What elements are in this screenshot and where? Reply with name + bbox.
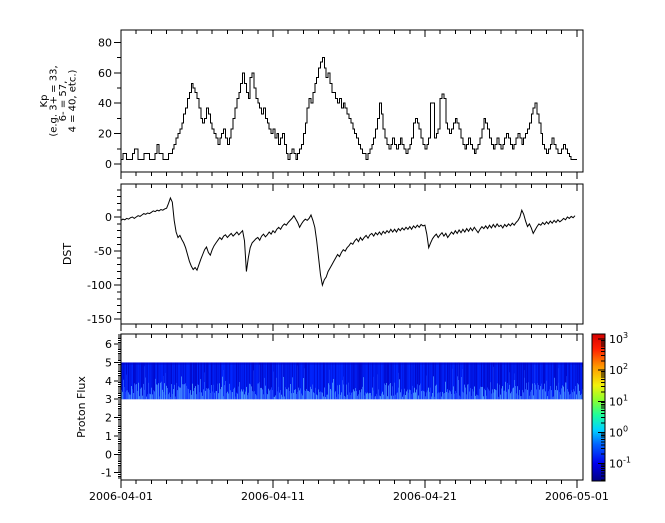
- panel-frame: [120, 333, 584, 481]
- colorbar-tick-label: 100: [609, 424, 628, 439]
- y-tick-label: 40: [98, 97, 112, 110]
- y-tick-label: 3: [105, 393, 112, 406]
- x-tick-label: 2006-04-21: [393, 490, 457, 503]
- kp-axis-label-line1: Kp: [39, 95, 50, 108]
- x-tick-label: 2006-05-01: [545, 490, 609, 503]
- y-tick-label: 2: [105, 412, 112, 425]
- colorbar-tick-label: 101: [609, 393, 628, 408]
- y-tick-label: 5: [105, 356, 112, 369]
- x-tick-label: 2006-04-11: [241, 490, 305, 503]
- colorbar: [592, 334, 605, 481]
- kp-axis-label-line3: 6- = 57,: [58, 81, 69, 122]
- y-tick-label: 0: [105, 158, 112, 171]
- dst-axis-label: DST: [61, 243, 74, 265]
- colorbar-tick-label: 103: [609, 331, 628, 346]
- y-tick-label: -100: [87, 279, 112, 292]
- kp-axis-label-line2: (e.g. 3+ = 33,: [49, 65, 60, 136]
- x-tick-label: 2006-04-01: [89, 490, 153, 503]
- colorbar-frame: [591, 333, 606, 482]
- y-tick-label: 0: [105, 211, 112, 224]
- proton-flux-band: [121, 362, 583, 400]
- y-tick-label: 4: [105, 375, 112, 388]
- y-tick-label: 0: [105, 448, 112, 461]
- y-tick-label: 6: [105, 338, 112, 351]
- kp-axis-label-line4: 4 = 40, etc.): [68, 69, 79, 132]
- generated-plot-layer: 0 20 40 60 80 0 -50 -100 -150 -1 0 1 2 3 4 5 6 2006-04-01…: [87, 29, 631, 503]
- y-tick-label: -150: [87, 313, 112, 326]
- axis-labels: Kp (e.g. 3+ = 33, 6- = 57, 4 = 40, etc.)…: [39, 65, 88, 438]
- dst-series: [120, 196, 576, 288]
- y-tick-label: 80: [98, 36, 112, 49]
- y-tick-label: 1: [105, 430, 112, 443]
- y-tick-label: 60: [98, 67, 112, 80]
- kp-series: [121, 57, 577, 160]
- panel-frame: [120, 183, 584, 325]
- colorbar-tick-label: 10-1: [609, 456, 631, 471]
- y-tick-label: -50: [94, 245, 112, 258]
- y-tick-label: -1: [101, 467, 112, 480]
- proton-flux-axis-label: Proton Flux: [75, 376, 88, 438]
- y-tick-label: 20: [98, 128, 112, 141]
- colorbar-tick-label: 102: [609, 362, 628, 377]
- panel-frame: [120, 29, 584, 173]
